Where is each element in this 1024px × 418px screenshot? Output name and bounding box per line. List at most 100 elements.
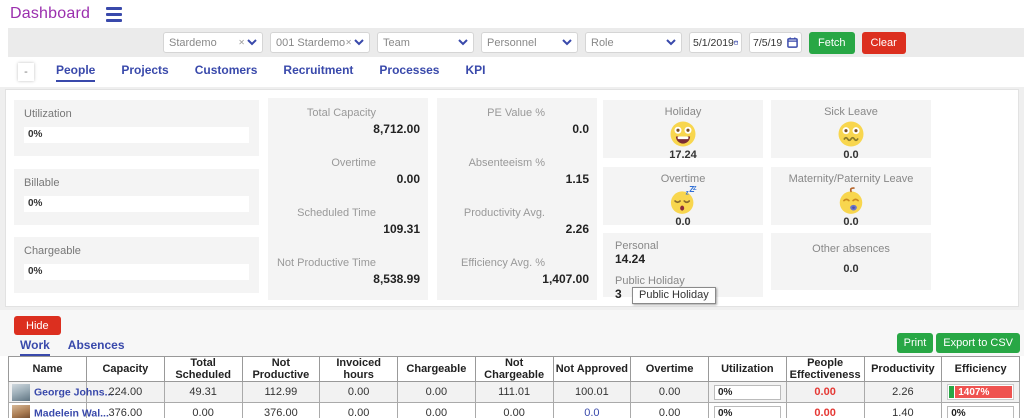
personnel-select[interactable]: Personnel [481, 32, 578, 53]
role-select[interactable]: Role [585, 32, 682, 53]
calendar-icon[interactable] [787, 37, 798, 48]
utilization-cell: 0% [708, 381, 787, 403]
tab-processes[interactable]: Processes [379, 62, 440, 77]
tab-kpi[interactable]: KPI [465, 62, 486, 77]
calendar-icon[interactable] [733, 37, 738, 48]
efficiency-cell: 1407% [941, 381, 1020, 403]
metric-label: Total Capacity [306, 107, 376, 119]
efficiency-progress-bar: 0% [947, 405, 1014, 418]
tab-customers[interactable]: Customers [194, 62, 258, 77]
not-approved-cell: 100.01 [552, 381, 632, 403]
billable-gauge-card: Billable 0% [14, 169, 259, 225]
metric-value: 0.0 [572, 122, 589, 136]
not-productive-cell: 112.99 [241, 381, 321, 403]
chargeable-gauge-card: Chargeable 0% [14, 237, 259, 293]
gauge-label: Utilization [24, 108, 72, 120]
clear-button[interactable]: Clear [861, 31, 906, 54]
dashboard-body: Utilization 0% Billable 0% Chargeable 0%… [0, 87, 1024, 310]
export-csv-button[interactable]: Export to CSV [936, 333, 1020, 353]
main-tab-bar: - People Projects Customers Recruitment … [0, 57, 1024, 87]
people-effectiveness-cell: 0.00 [785, 402, 865, 418]
tab-absences[interactable]: Absences [67, 338, 125, 352]
leave-value: 3 [615, 287, 622, 301]
chevron-down-icon [666, 39, 676, 46]
tab-work[interactable]: Work [20, 338, 50, 356]
avatar [12, 383, 30, 401]
not-chargeable-cell: 0.00 [474, 402, 554, 418]
fetch-button[interactable]: Fetch [809, 31, 855, 54]
metric-label: Efficiency Avg. % [461, 257, 545, 269]
column-header-utilization: Utilization [708, 356, 787, 382]
column-header-not-chargeable: Not Chargeable [474, 356, 554, 382]
tab-recruitment[interactable]: Recruitment [283, 62, 354, 77]
chargeable-progress-bar: 0% [24, 264, 249, 280]
holiday-card: Holiday 17.24 [603, 100, 763, 161]
clear-selection-icon[interactable]: ✕ [345, 38, 352, 47]
column-header-chargeable: Chargeable [397, 356, 476, 382]
tab-people[interactable]: People [56, 63, 96, 82]
metric-label: Absenteeism % [468, 157, 545, 169]
team-select[interactable]: Team [377, 32, 474, 53]
productivity-cell: 2.26 [863, 381, 943, 403]
metric-value: 8,712.00 [373, 122, 420, 136]
svg-text:Z: Z [689, 186, 694, 194]
total-scheduled-cell: 49.31 [163, 381, 243, 403]
efficiency-green-segment [949, 386, 955, 398]
people-effectiveness-cell: 0.00 [785, 381, 865, 403]
company-select[interactable]: Stardemo ✕ [163, 32, 263, 53]
invoiced-hours-cell: 0.00 [319, 402, 398, 418]
efficiency-cell: 0% [941, 402, 1020, 418]
gauge-label: Chargeable [24, 245, 81, 257]
leave-label: Maternity/Paternity Leave [788, 173, 914, 185]
tab-projects[interactable]: Projects [121, 62, 169, 77]
chevron-down-icon [458, 39, 468, 46]
leave-label: Overtime [660, 173, 706, 185]
leave-value: 0.0 [843, 263, 859, 275]
efficiency-progress-bar: 1407% [947, 384, 1014, 400]
name-cell: George Johns... [8, 381, 113, 403]
column-header-invoiced-hours: Invoiced hours [319, 356, 398, 382]
metric-label: Overtime [331, 157, 376, 169]
leave-value: 17.24 [669, 149, 697, 161]
utilization-progress-bar: 0% [714, 384, 781, 400]
sick-leave-card: Sick Leave 0.0 [771, 100, 931, 161]
chargeable-cell: 0.00 [397, 402, 476, 418]
efficiency-red-segment: 1407% [955, 386, 1012, 398]
column-header-overtime: Overtime [630, 356, 709, 382]
capacity-metrics-card: Total Capacity 8,712.00 Overtime 0.00 Sc… [268, 98, 428, 300]
avatar [12, 404, 30, 418]
grinning-face-icon [670, 121, 696, 147]
leave-value: 0.0 [675, 216, 691, 228]
collapse-button[interactable]: - [18, 63, 34, 81]
metric-label: PE Value % [487, 107, 545, 119]
table-row: Madelein Wal... 376.00 0.00 376.00 0.00 … [8, 402, 1020, 418]
person-link[interactable]: George Johns... [34, 385, 114, 398]
date-from-input[interactable]: 5/1/2019 [689, 32, 742, 53]
billable-progress-bar: 0% [24, 196, 249, 212]
table-actions: Print Export to CSV [896, 333, 1020, 353]
print-button[interactable]: Print [896, 333, 934, 353]
organization-select[interactable]: 001 Stardemo Ltd 2 ✕ [270, 32, 370, 53]
hide-button[interactable]: Hide [14, 316, 61, 335]
chargeable-cell: 0.00 [397, 381, 476, 403]
person-link[interactable]: Madelein Wal... [34, 406, 109, 418]
overtime-cell: 0.00 [630, 381, 709, 403]
not-approved-cell[interactable]: 0.0 [552, 402, 632, 418]
people-dashboard-panel: Utilization 0% Billable 0% Chargeable 0%… [5, 89, 1019, 307]
work-table: Name Capacity Total Scheduled Not Produc… [8, 356, 1020, 418]
utilization-cell: 0% [708, 402, 787, 418]
sleeping-face-icon: z Z Z [670, 186, 697, 214]
hamburger-menu-icon[interactable] [106, 6, 123, 22]
date-to-input[interactable]: 7/5/19 [749, 32, 802, 53]
leave-value: 14.24 [615, 252, 646, 266]
column-header-not-productive: Not Productive [241, 356, 321, 382]
svg-text:Z: Z [693, 186, 697, 192]
metric-value: 2.26 [565, 222, 589, 236]
utilization-progress-bar: 0% [714, 405, 781, 418]
utilization-progress-bar: 0% [24, 127, 249, 143]
metric-value: 109.31 [383, 222, 420, 236]
name-cell: Madelein Wal... [8, 402, 109, 418]
clear-selection-icon[interactable]: ✕ [238, 38, 245, 47]
leave-label: Sick Leave [824, 106, 878, 118]
column-header-not-approved: Not Approved [552, 356, 632, 382]
